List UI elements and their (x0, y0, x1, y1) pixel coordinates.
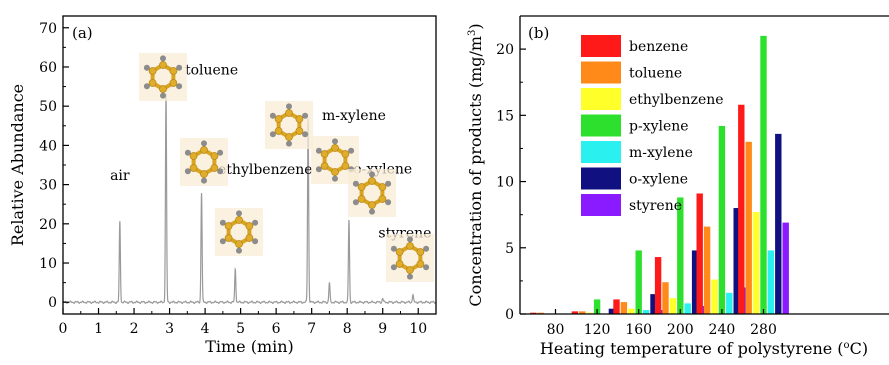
bar-ethylbenzene-280 (752, 212, 760, 314)
x-tick-label: 10 (409, 321, 427, 337)
bar-toluene-240 (703, 226, 711, 314)
legend-swatch-styrene (581, 194, 621, 216)
y-tick-label: 0 (505, 307, 514, 323)
bar-benzene-120 (571, 311, 579, 314)
y-tick-label: 50 (39, 99, 57, 115)
bar-toluene-200 (662, 282, 669, 314)
bar-ethylbenzene-160 (628, 308, 635, 314)
legend-swatch-ethylbenzene (581, 88, 621, 110)
ethylbenzene-molecule-icon (215, 208, 263, 256)
bar-m-xylene-280 (767, 250, 775, 314)
bar-benzene-240 (696, 193, 703, 314)
x-tick-label: 3 (165, 321, 174, 337)
bar-p-xylene-160 (635, 250, 642, 314)
y-tick-label: 60 (39, 60, 57, 76)
bar-ethylbenzene-240 (711, 279, 718, 314)
bar-styrene-280 (782, 222, 789, 314)
bar-toluene-280 (745, 141, 752, 314)
x-tick-label: 200 (667, 322, 694, 338)
benzene-molecule-icon (139, 53, 187, 101)
x-tick-label: 8 (343, 321, 352, 337)
x-tick-label: 160 (625, 322, 652, 338)
legend-swatch-toluene (581, 61, 621, 84)
y-tick-label: 70 (39, 21, 57, 37)
legend-swatch-m-xylene (581, 141, 621, 163)
toluene-molecule-icon (180, 138, 228, 186)
legend-label-ethylbenzene: ethylbenzene (629, 92, 724, 108)
bar-p-xylene-280 (760, 35, 767, 314)
legend-swatch-benzene (581, 35, 621, 57)
y-tick-label: 10 (39, 256, 57, 272)
x-tick-label: 240 (709, 322, 736, 338)
bar-y-axis-label: Concentration of products (mg/m3) (466, 23, 485, 306)
x-tick-label: 5 (236, 321, 245, 337)
bar-toluene-80 (537, 312, 544, 314)
legend-label-toluene: toluene (629, 66, 682, 82)
chromatogram-x-axis-label: Time (min) (205, 337, 294, 356)
y-tick-label: 30 (39, 178, 57, 194)
x-tick-label: 4 (201, 321, 210, 337)
y-tick-label: 15 (496, 108, 514, 124)
bar-benzene-80 (530, 312, 537, 314)
x-tick-label: 0 (59, 321, 68, 337)
chromatogram-trace (63, 93, 436, 305)
bar-o-xylene-240 (733, 208, 740, 314)
chromatogram-y-axis-label: Relative Abundance (8, 84, 27, 246)
bar-m-xylene-200 (684, 303, 691, 314)
p-xylene-molecule-icon (265, 101, 313, 149)
legend-label-benzene: benzene (629, 39, 688, 55)
legend-label-p-xylene: p-xylene (629, 119, 689, 135)
bar-benzene-200 (654, 257, 662, 314)
legend-label-styrene: styrene (629, 198, 682, 214)
x-tick-label: 80 (547, 322, 565, 338)
peak-label-m-xylene: m-xylene (322, 108, 386, 124)
bar-p-xylene-240 (718, 125, 726, 314)
bar-ethylbenzene-120 (586, 312, 593, 314)
y-tick-label: 20 (39, 217, 57, 233)
y-tick-label: 20 (496, 42, 514, 58)
bar-benzene-160 (613, 299, 620, 314)
bar-o-xylene-160 (650, 294, 657, 314)
x-tick-label: 7 (307, 321, 316, 337)
y-tick-label: 5 (505, 241, 514, 257)
bar-m-xylene-160 (642, 310, 650, 314)
x-tick-label: 280 (750, 322, 777, 338)
y-tick-label: 0 (48, 295, 57, 311)
panel-b-label: (b) (528, 24, 549, 42)
bar-toluene-120 (579, 311, 586, 314)
legend-label-o-xylene: o-xylene (629, 172, 688, 188)
panel-a-label: (a) (72, 24, 93, 42)
legend-swatch-o-xylene (581, 167, 621, 190)
legend-label-m-xylene: m-xylene (629, 145, 693, 161)
bar-o-xylene-200 (691, 250, 699, 314)
bar-o-xylene-280 (775, 133, 782, 314)
y-tick-label: 40 (39, 138, 57, 154)
x-tick-label: 1 (94, 321, 103, 337)
peak-label-ethylbenzene: ethylbenzene (218, 162, 313, 178)
styrene-molecule-icon (386, 234, 434, 282)
bar-x-axis-label: Heating temperature of polystyrene (oC) (540, 339, 868, 358)
x-tick-label: 2 (130, 321, 139, 337)
o-xylene-molecule-icon (348, 169, 396, 217)
bar-p-xylene-200 (677, 197, 684, 314)
legend-swatch-p-xylene (581, 114, 621, 137)
bar-p-xylene-120 (593, 299, 601, 314)
concentration-bar-chart: 80 120 160 200 240 280 0 5 10 15 20 benzene toluene… (466, 15, 889, 358)
bar-toluene-160 (620, 302, 628, 314)
x-tick-label: 9 (378, 321, 387, 337)
bar-m-xylene-240 (726, 292, 733, 314)
peak-label-air: air (110, 168, 130, 184)
peak-label-toluene: toluene (185, 62, 238, 78)
bar-benzene-280 (738, 104, 745, 314)
bar-o-xylene-120 (608, 308, 616, 314)
x-tick-label: 6 (272, 321, 281, 337)
x-tick-label: 120 (584, 322, 611, 338)
y-tick-label: 10 (496, 175, 514, 191)
bar-ethylbenzene-200 (669, 298, 677, 314)
